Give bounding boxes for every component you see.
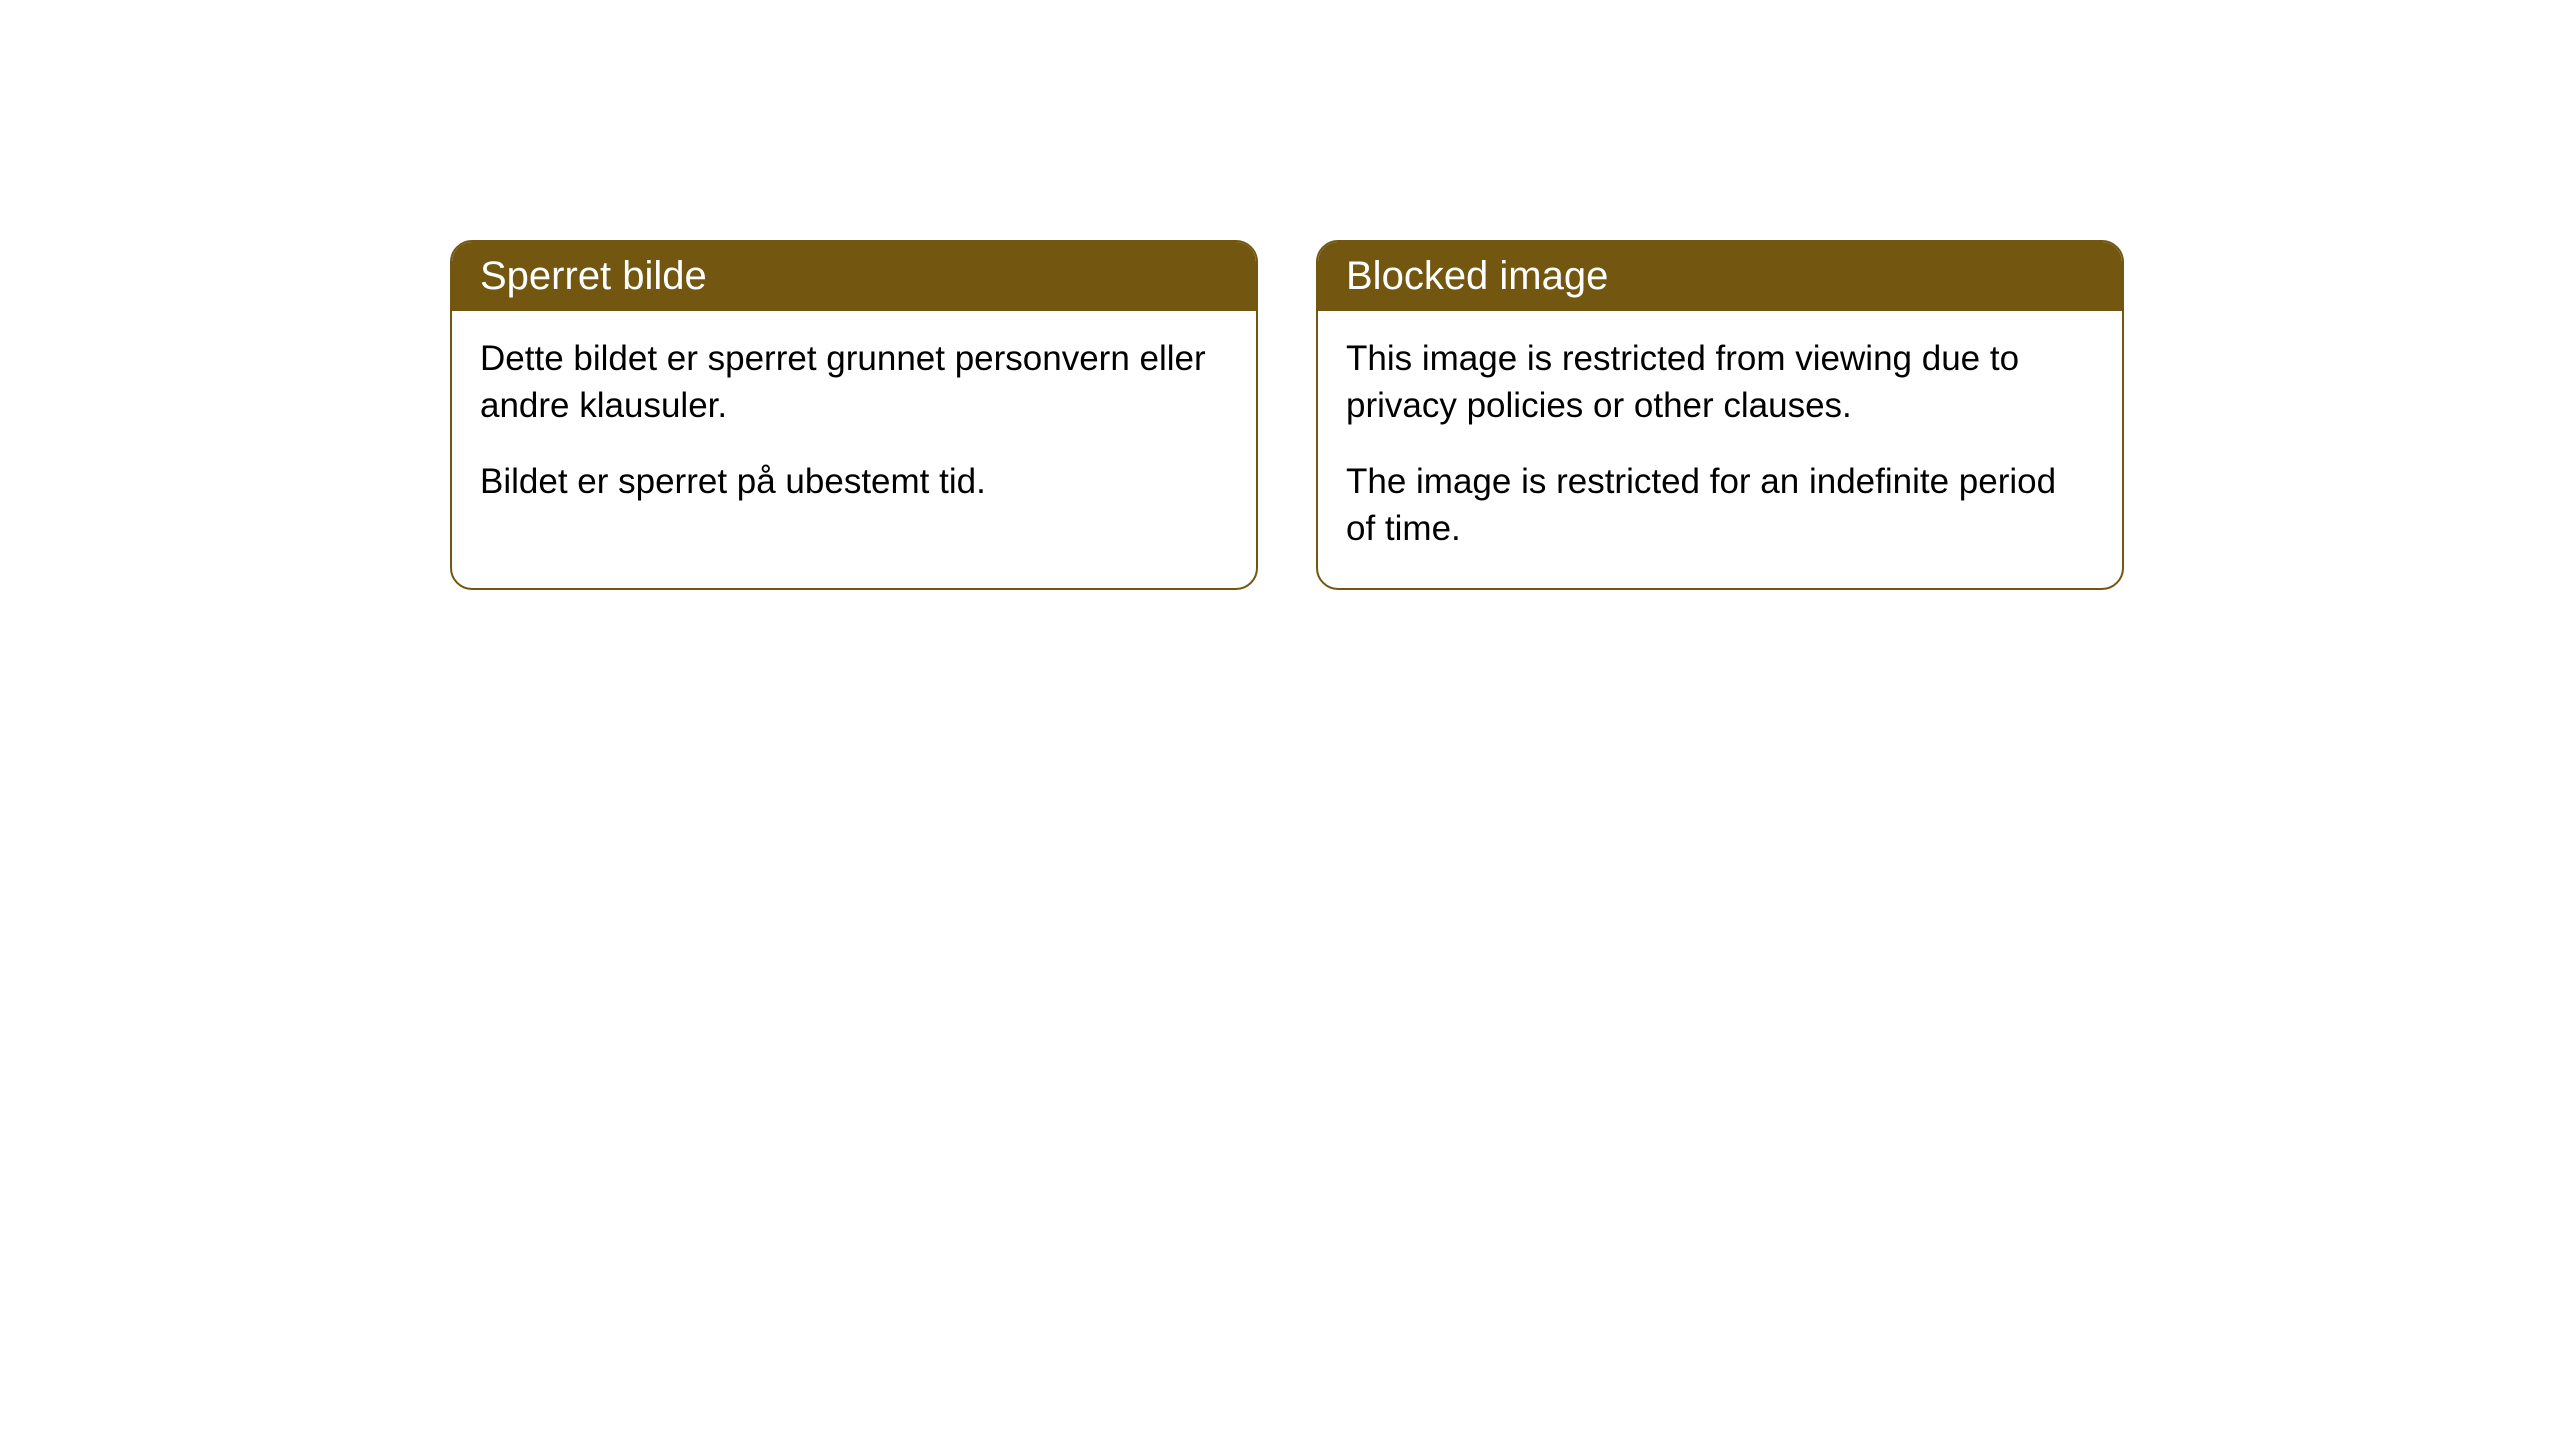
card-header-no: Sperret bilde — [452, 242, 1256, 311]
card-paragraph-1-no: Dette bildet er sperret grunnet personve… — [480, 335, 1228, 430]
blocked-image-card-en: Blocked image This image is restricted f… — [1316, 240, 2124, 590]
card-header-en: Blocked image — [1318, 242, 2122, 311]
card-paragraph-1-en: This image is restricted from viewing du… — [1346, 335, 2094, 430]
card-paragraph-2-en: The image is restricted for an indefinit… — [1346, 458, 2094, 553]
blocked-image-card-no: Sperret bilde Dette bildet er sperret gr… — [450, 240, 1258, 590]
card-body-no: Dette bildet er sperret grunnet personve… — [452, 311, 1256, 541]
card-body-en: This image is restricted from viewing du… — [1318, 311, 2122, 588]
cards-container: Sperret bilde Dette bildet er sperret gr… — [450, 240, 2124, 590]
card-paragraph-2-no: Bildet er sperret på ubestemt tid. — [480, 458, 1228, 505]
